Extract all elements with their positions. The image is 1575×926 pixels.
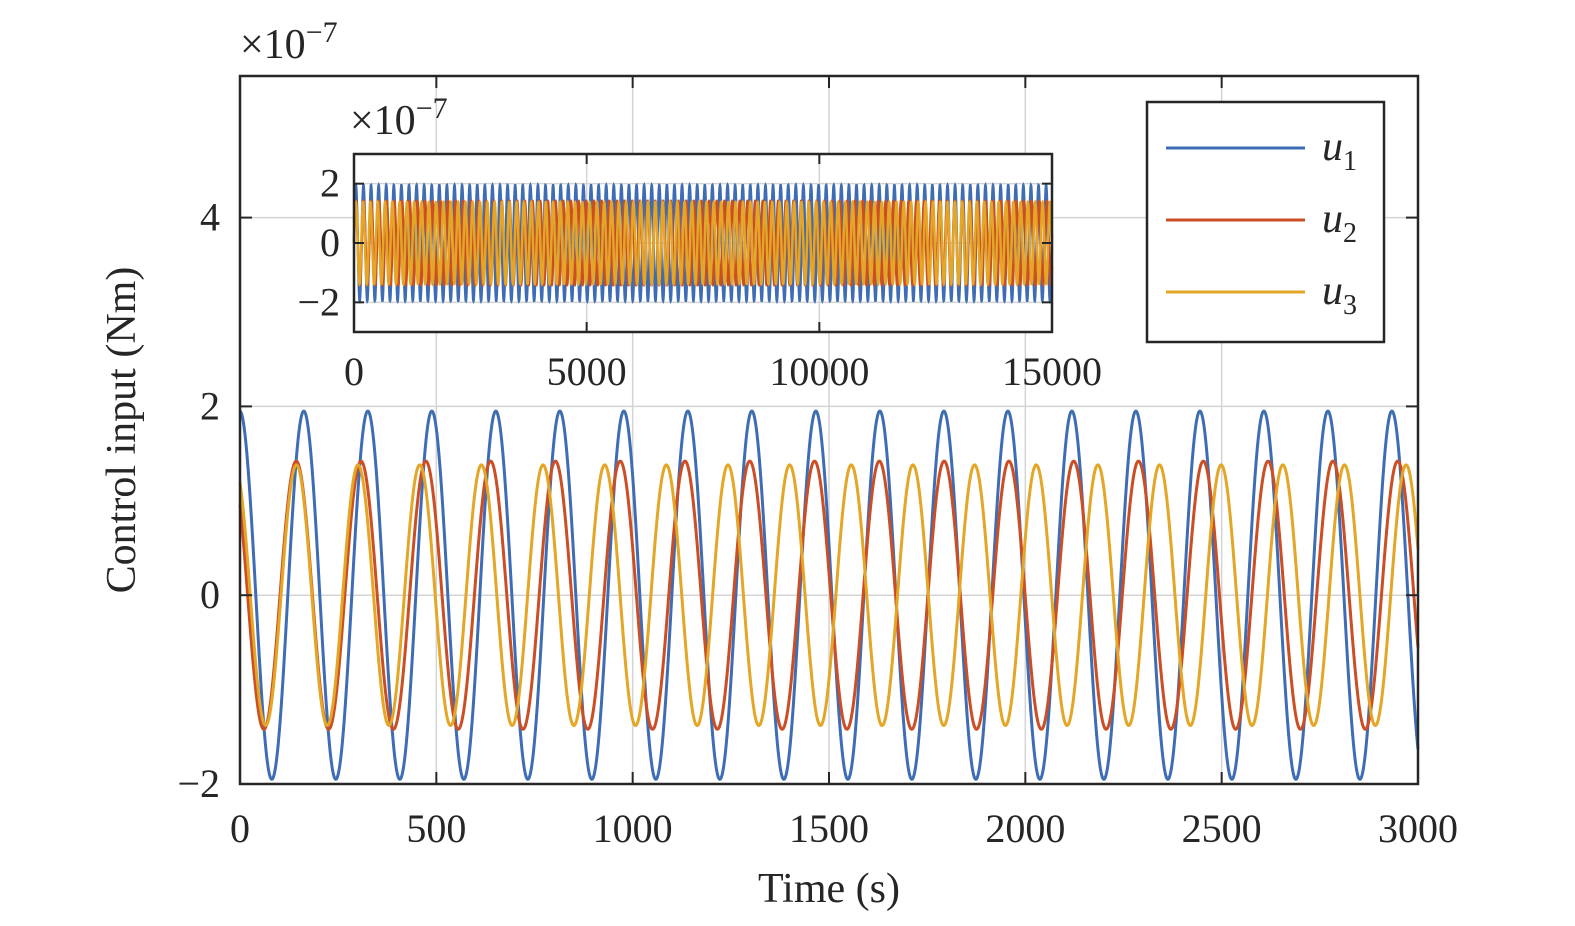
x-tick-label: 2000 (985, 806, 1065, 851)
y-tick-label: 2 (320, 161, 340, 206)
inset-series-line-u2 (352, 199, 1054, 287)
legend-label-u2: u2 (1322, 196, 1357, 249)
x-tick-label: 2500 (1182, 806, 1262, 851)
x-tick-label: 500 (406, 806, 466, 851)
x-tick-label: 0 (230, 806, 250, 851)
x-tick-label: 15000 (1002, 349, 1102, 394)
y-tick-label: 2 (200, 383, 220, 428)
x-tick-label: 10000 (769, 349, 869, 394)
legend-label-u1: u1 (1322, 124, 1357, 177)
x-tick-label: 1500 (789, 806, 869, 851)
y-tick-label: −2 (177, 761, 220, 806)
x-tick-label: 1000 (593, 806, 673, 851)
inset-series-line-u3 (352, 199, 1054, 287)
legend-items: u1 u2 u3 (1166, 124, 1357, 321)
series-line-u2 (238, 459, 1420, 731)
x-tick-label: 3000 (1378, 806, 1458, 851)
main-y-tick-labels: −2 0 2 4 (177, 195, 220, 806)
main-tick-marks (239, 76, 1419, 785)
y-tick-label: 4 (200, 195, 220, 240)
y-tick-label: −2 (297, 279, 340, 324)
y-tick-label: 0 (320, 220, 340, 265)
x-tick-label: 0 (344, 349, 364, 394)
x-tick-label: 5000 (547, 349, 627, 394)
main-exponent-label: ×10−7 (240, 16, 338, 68)
legend-label-u3: u3 (1322, 268, 1357, 321)
inset-y-tick-labels: −2 0 2 (297, 161, 340, 325)
series-line-u1 (239, 409, 1420, 781)
main-exponent-power: −7 (306, 16, 338, 49)
inset-x-tick-labels: 0 5000 10000 15000 (344, 349, 1102, 394)
legend-box (1145, 100, 1386, 344)
series-line-u3 (238, 463, 1420, 727)
inset-exponent-power: −7 (416, 92, 448, 125)
inset-series-lines (352, 182, 1054, 304)
main-x-tick-labels: 0 500 1000 1500 2000 2500 3000 (230, 806, 1458, 851)
main-series-lines (238, 409, 1420, 781)
x-axis-label: Time (s) (758, 866, 900, 912)
inset-tick-marks (353, 154, 1053, 332)
y-tick-label: 0 (200, 572, 220, 617)
inset-exponent-label: ×10−7 (350, 92, 448, 144)
legend: u1 u2 u3 (1145, 100, 1386, 344)
y-axis-label: Control input (Nm) (99, 267, 145, 594)
